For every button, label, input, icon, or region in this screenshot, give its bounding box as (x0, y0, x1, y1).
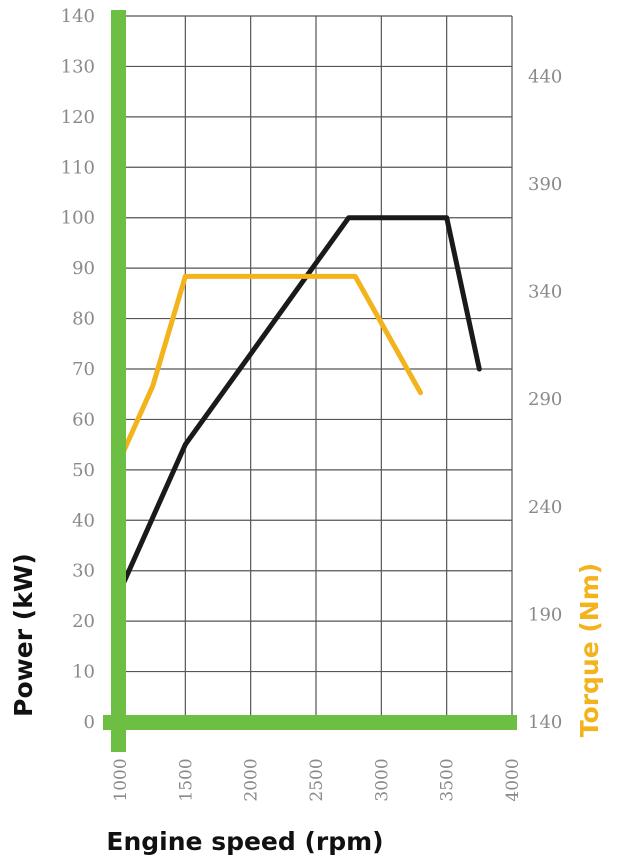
y-tick-label: 80 (72, 309, 95, 330)
y-tick-label: 60 (72, 409, 95, 430)
x-axis-bar (103, 715, 517, 730)
y-tick-label: 0 (84, 712, 95, 733)
y-axis-bar (111, 10, 126, 752)
x-tick-label: 2500 (307, 758, 327, 801)
y-tick-label: 120 (61, 107, 95, 128)
series-lines (117, 215, 482, 594)
x-tick-label: 2000 (242, 758, 262, 801)
y-tick-label: 50 (72, 460, 95, 481)
power-series-line (117, 215, 482, 594)
x-tick-label: 3000 (372, 758, 392, 801)
y-tick-label: 90 (72, 258, 95, 279)
x-tick-label: 3500 (438, 758, 458, 801)
y2-tick-label: 240 (528, 497, 562, 518)
y-axis-title: Power (kW) (9, 553, 38, 717)
x-axis-title: Engine speed (rpm) (106, 827, 383, 856)
x-tick-label: 1500 (176, 758, 196, 801)
y2-tick-label: 340 (528, 282, 562, 303)
y2-tick-label: 140 (528, 712, 562, 733)
y-tick-label: 40 (72, 510, 95, 531)
y2-tick-label: 440 (528, 66, 562, 87)
x-tick-label: 1000 (111, 758, 131, 801)
y2-tick-label: 390 (528, 174, 562, 195)
y2-tick-label: 190 (528, 604, 562, 625)
axis-bars (103, 10, 517, 752)
y-tick-label: 70 (72, 359, 95, 380)
y-tick-label: 10 (72, 662, 95, 683)
torque-series-line (117, 273, 423, 462)
grid (119, 15, 513, 723)
y-tick-label: 30 (72, 561, 95, 582)
y-tick-label: 110 (61, 157, 95, 178)
y-tick-label: 100 (61, 208, 95, 229)
y-tick-label: 130 (61, 56, 95, 77)
y2-axis-title: Torque (Nm) (575, 563, 604, 737)
x-tick-label: 4000 (503, 758, 523, 801)
y-tick-label: 20 (72, 611, 95, 632)
tick-labels: 0 10 20 30 40 50 60 70 80 90 100 110 120 130 140 140 190… (61, 6, 563, 802)
y-tick-label: 140 (61, 6, 95, 27)
y2-tick-label: 290 (528, 389, 562, 410)
